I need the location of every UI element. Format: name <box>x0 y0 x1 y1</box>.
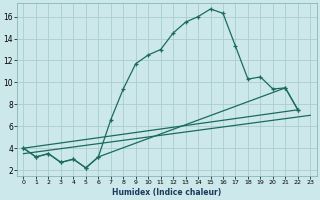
X-axis label: Humidex (Indice chaleur): Humidex (Indice chaleur) <box>112 188 221 197</box>
